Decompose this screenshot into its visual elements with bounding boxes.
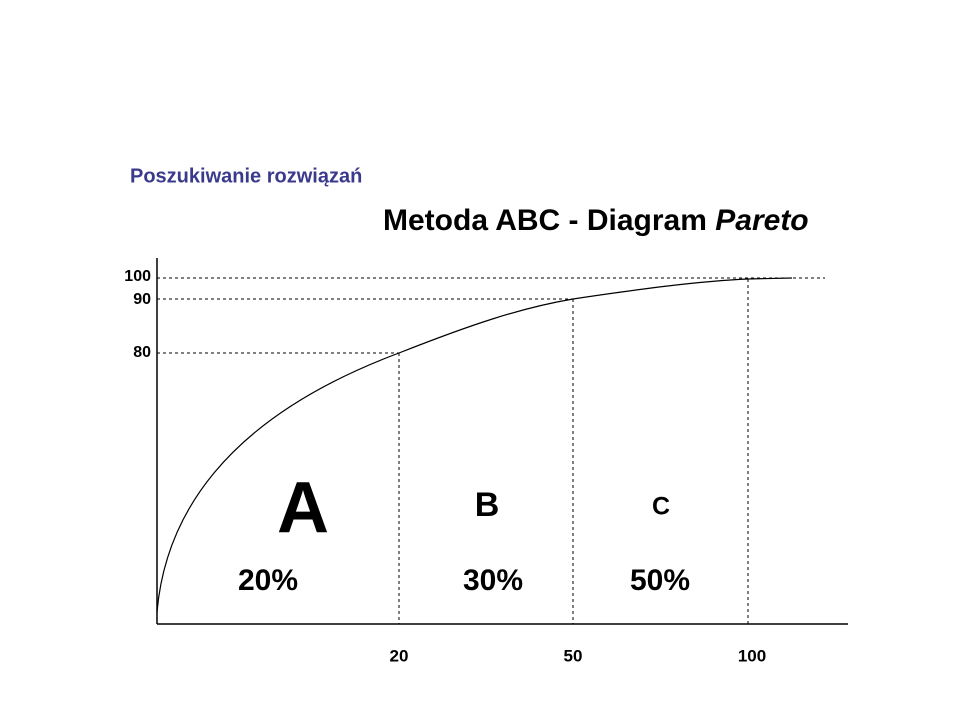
- title-text: Metoda ABC - Diagram: [383, 204, 715, 237]
- x-label: 20: [390, 646, 409, 665]
- region-label: B: [475, 486, 500, 524]
- region-label: A: [277, 468, 329, 548]
- region-share: 50%: [630, 564, 690, 597]
- region-label: C: [652, 493, 670, 521]
- y-label: 90: [133, 291, 151, 308]
- region-share: 30%: [463, 564, 523, 597]
- pareto-curve: [156, 277, 793, 613]
- region-share: 20%: [238, 564, 298, 597]
- y-label: 80: [133, 344, 151, 361]
- x-label: 100: [738, 646, 766, 665]
- x-label: 50: [564, 646, 583, 665]
- title: Metoda ABC - Diagram Pareto: [383, 204, 809, 237]
- subtitle: Poszukiwanie rozwiązań: [130, 165, 362, 187]
- y-label: 100: [124, 268, 151, 285]
- title-emphasis: Pareto: [715, 204, 808, 237]
